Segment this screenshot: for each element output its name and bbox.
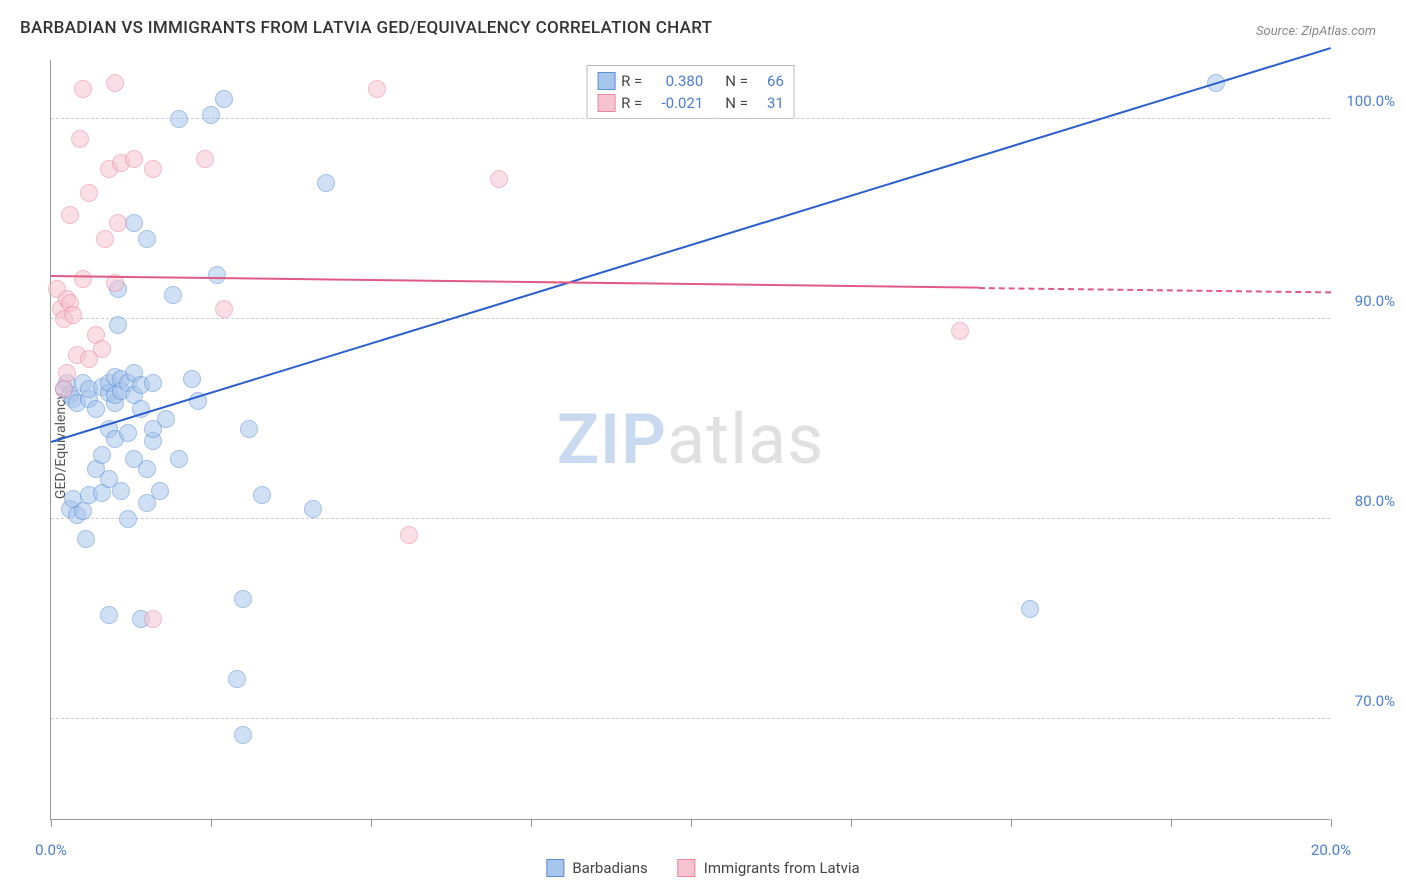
stats-R-label: R =: [621, 94, 642, 112]
scatter-point: [228, 670, 246, 688]
scatter-point: [490, 170, 508, 188]
scatter-point: [170, 110, 188, 128]
scatter-point: [55, 380, 73, 398]
watermark-zip: ZIP: [557, 399, 667, 481]
bottom-legend: Barbadians Immigrants from Latvia: [546, 859, 859, 877]
trend-line-dashed: [979, 287, 1331, 293]
scatter-point: [64, 306, 82, 324]
x-tick: [1011, 819, 1012, 827]
source-attribution: Source: ZipAtlas.com: [1256, 24, 1376, 39]
scatter-point: [125, 214, 143, 232]
x-tick-label: 0.0%: [35, 841, 67, 859]
scatter-point: [164, 286, 182, 304]
scatter-point: [61, 206, 79, 224]
scatter-point: [58, 364, 76, 382]
scatter-point: [170, 450, 188, 468]
y-tick-label: 100.0%: [1346, 92, 1395, 110]
scatter-point: [368, 80, 386, 98]
scatter-point: [196, 150, 214, 168]
scatter-point: [144, 160, 162, 178]
trend-line: [51, 275, 979, 289]
stats-row: R = -0.021 N = 31: [597, 92, 784, 114]
scatter-point: [87, 400, 105, 418]
y-tick-label: 90.0%: [1355, 292, 1395, 310]
x-tick: [371, 819, 372, 827]
scatter-point: [100, 606, 118, 624]
scatter-point: [151, 482, 169, 500]
scatter-point: [215, 300, 233, 318]
x-tick: [51, 819, 52, 827]
stats-N-value: 66: [754, 72, 784, 90]
scatter-point: [317, 174, 335, 192]
y-tick-label: 80.0%: [1355, 492, 1395, 510]
scatter-point: [74, 270, 92, 288]
scatter-point: [400, 526, 418, 544]
stats-N-value: 31: [754, 94, 784, 112]
x-tick: [691, 819, 692, 827]
scatter-point: [74, 80, 92, 98]
scatter-point: [138, 460, 156, 478]
scatter-point: [157, 410, 175, 428]
stats-R-value: -0.021: [648, 94, 703, 112]
scatter-point: [138, 230, 156, 248]
scatter-point: [215, 90, 233, 108]
stats-N-label: N =: [725, 72, 748, 90]
scatter-point: [144, 374, 162, 392]
scatter-point: [109, 316, 127, 334]
stats-row: R = 0.380 N = 66: [597, 70, 784, 92]
scatter-point: [106, 74, 124, 92]
scatter-point: [253, 486, 271, 504]
x-tick: [1331, 819, 1332, 827]
scatter-point: [304, 500, 322, 518]
scatter-point: [112, 482, 130, 500]
scatter-point: [74, 502, 92, 520]
scatter-point: [144, 610, 162, 628]
legend-label: Barbadians: [572, 859, 647, 877]
scatter-point: [96, 230, 114, 248]
x-tick: [211, 819, 212, 827]
scatter-point: [77, 530, 95, 548]
scatter-point: [93, 340, 111, 358]
stats-N-label: N =: [725, 94, 748, 112]
y-tick-label: 70.0%: [1355, 692, 1395, 710]
x-tick: [851, 819, 852, 827]
scatter-point: [240, 420, 258, 438]
scatter-point: [234, 590, 252, 608]
legend-swatch: [678, 859, 696, 877]
chart-title: BARBADIAN VS IMMIGRANTS FROM LATVIA GED/…: [20, 18, 712, 38]
x-tick-label: 20.0%: [1311, 841, 1351, 859]
stats-R-value: 0.380: [648, 72, 703, 90]
scatter-point: [80, 184, 98, 202]
scatter-point: [119, 510, 137, 528]
x-tick: [1171, 819, 1172, 827]
gridline-h: [51, 318, 1330, 319]
legend-item: Barbadians: [546, 859, 647, 877]
scatter-point: [183, 370, 201, 388]
legend-label: Immigrants from Latvia: [704, 859, 860, 877]
stats-swatch: [597, 94, 615, 112]
gridline-h: [51, 518, 1330, 519]
scatter-point: [109, 214, 127, 232]
legend-swatch: [546, 859, 564, 877]
scatter-point: [125, 150, 143, 168]
scatter-point: [208, 266, 226, 284]
scatter-point: [71, 130, 89, 148]
stats-legend-box: R = 0.380 N = 66 R = -0.021 N = 31: [586, 65, 795, 119]
watermark-atlas: atlas: [667, 399, 824, 481]
stats-R-label: R =: [621, 72, 642, 90]
scatter-point: [119, 424, 137, 442]
scatter-point: [202, 106, 220, 124]
plot-area: ZIPatlas R =0.380N =66R =-0.021N =31 70.…: [50, 60, 1330, 820]
stats-swatch: [597, 72, 615, 90]
x-tick: [531, 819, 532, 827]
scatter-point: [234, 726, 252, 744]
watermark: ZIPatlas: [557, 399, 825, 481]
gridline-h: [51, 718, 1330, 719]
legend-item: Immigrants from Latvia: [678, 859, 860, 877]
scatter-point: [951, 322, 969, 340]
gridline-h: [51, 118, 1330, 119]
scatter-point: [1021, 600, 1039, 618]
scatter-point: [93, 446, 111, 464]
